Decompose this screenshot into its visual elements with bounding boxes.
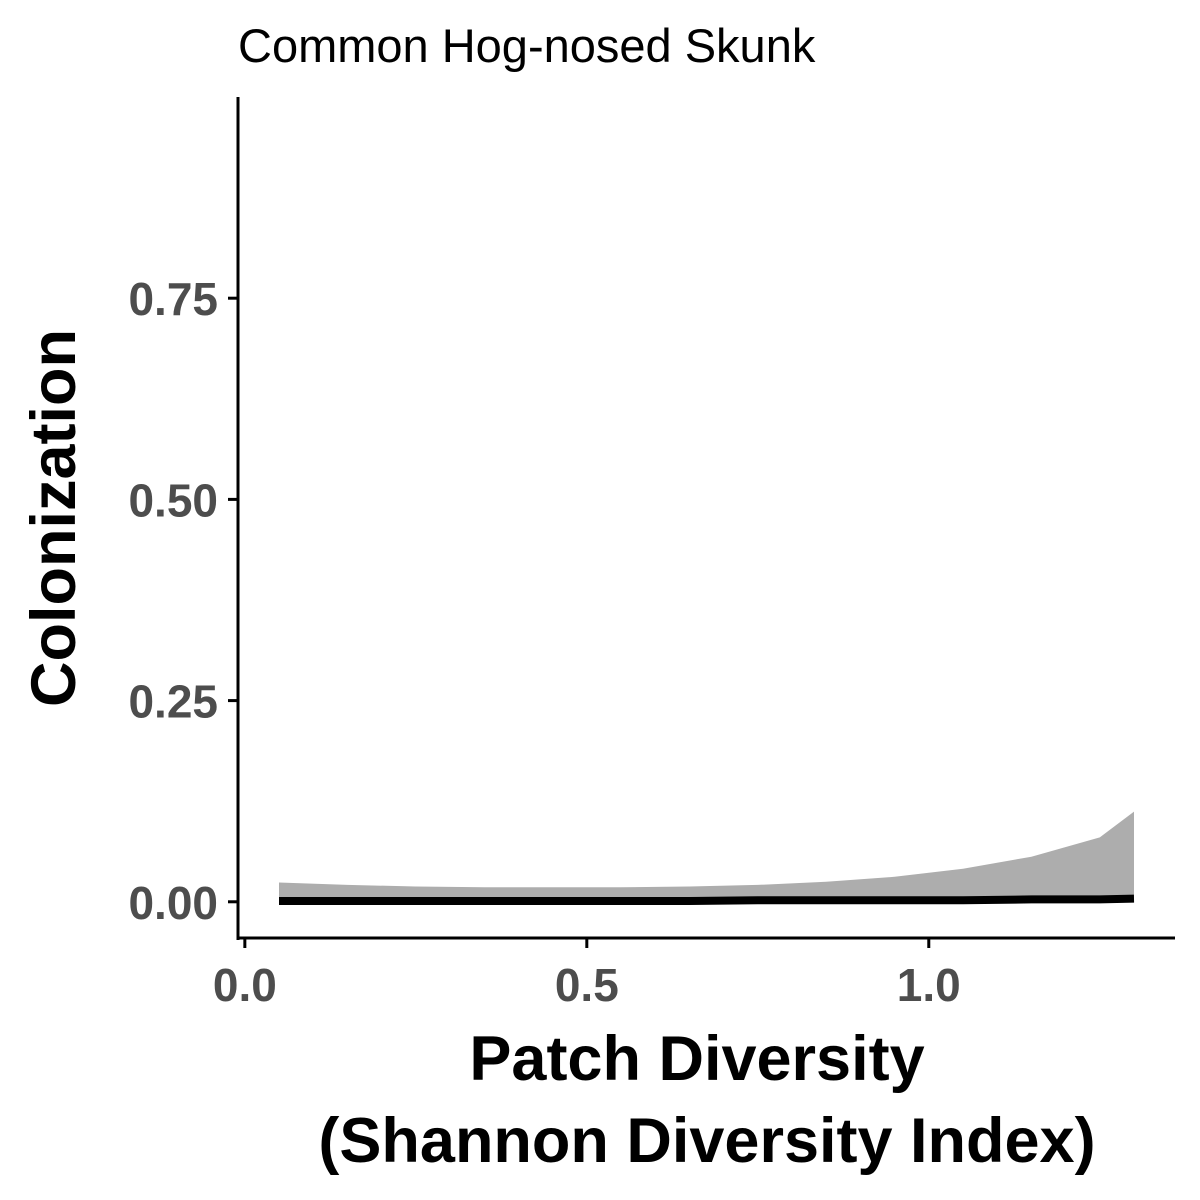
y-axis-title: Colonization xyxy=(19,329,89,707)
confidence-ribbon-0 xyxy=(279,811,1134,902)
chart-title: Common Hog-nosed Skunk xyxy=(238,19,816,72)
y-tick-label-0: 0.00 xyxy=(128,877,218,929)
y-tick-label-2: 0.50 xyxy=(128,474,218,526)
x-tick-label-2: 1.0 xyxy=(897,959,961,1011)
y-tick-label-1: 0.25 xyxy=(128,676,218,728)
x-axis-title-line-2: (Shannon Diversity Index) xyxy=(318,1106,1095,1176)
fitted-line-0 xyxy=(279,894,1135,905)
y-tick-label-3: 0.75 xyxy=(128,273,218,325)
x-axis-title-line-1: Patch Diversity xyxy=(469,1024,924,1094)
x-tick-label-0: 0.0 xyxy=(213,959,277,1011)
axes: 0.00 0.25 0.50 0.75 0.0 0.5 1.0 xyxy=(128,97,1175,1011)
plot-area xyxy=(279,811,1135,905)
x-tick-label-1: 0.5 xyxy=(555,959,619,1011)
